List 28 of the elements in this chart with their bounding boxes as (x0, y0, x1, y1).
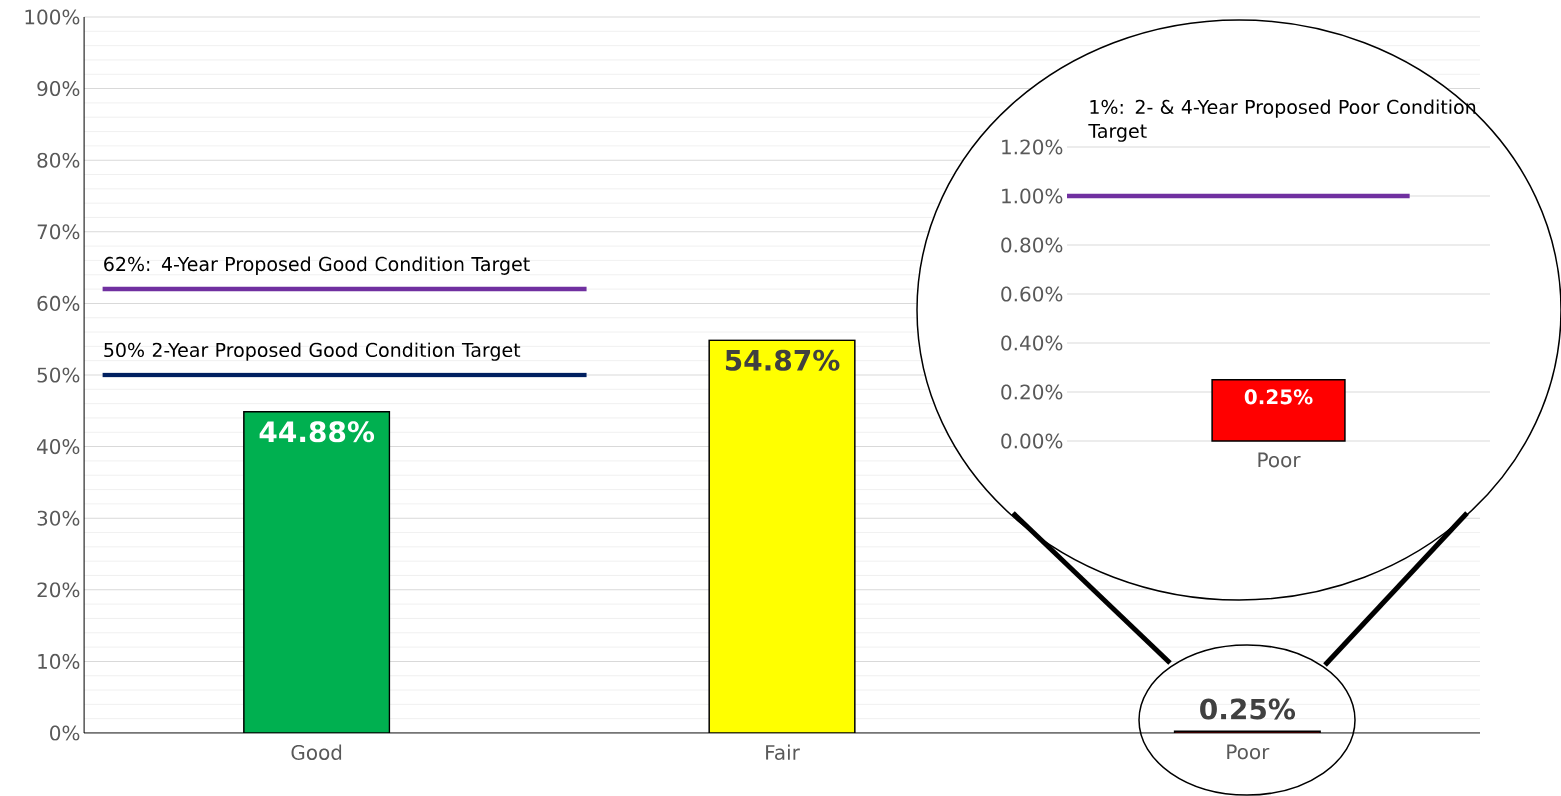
y-tick-label: 0.00% (1001, 433, 1063, 449)
y-tick-label: 0% (50, 725, 80, 741)
y-tick-label: 1.00% (1002, 188, 1063, 204)
ref-line-label: 62%: 4-Year Proposed Good Condition Target (104, 256, 530, 275)
data-label: 0.25% (1200, 698, 1296, 720)
y-tick-label: 70% (37, 224, 80, 240)
x-tick-label: Poor (1227, 744, 1270, 760)
y-tick-label: 20% (37, 582, 80, 598)
y-tick-label: 90% (37, 81, 80, 97)
data-label: 54.87% (725, 349, 840, 371)
y-tick-label: 1.20% (1002, 139, 1063, 155)
x-tick-label: Fair (766, 744, 800, 761)
y-tick-label: 80% (37, 152, 80, 168)
y-tick-label: 0.20% (1001, 384, 1063, 400)
data-label: 0.25% (1244, 389, 1313, 405)
x-tick-label: Poor (1258, 452, 1301, 468)
y-tick-label: 0.40% (1001, 335, 1063, 351)
y-tick-label: 40% (36, 439, 80, 455)
y-tick-label: 50% (37, 367, 80, 383)
x-tick-label: Good (291, 744, 342, 761)
ref-line-label: 50% 2-Year Proposed Good Condition Target (104, 342, 521, 361)
y-tick-label: 30% (37, 510, 80, 526)
data-label: 44.88% (259, 421, 375, 443)
y-tick-label: 100% (25, 9, 80, 25)
y-tick-label: 0.60% (1001, 286, 1063, 302)
y-tick-label: 10% (38, 653, 80, 669)
y-tick-label: 60% (37, 295, 80, 311)
y-tick-label: 0.80% (1001, 237, 1063, 253)
